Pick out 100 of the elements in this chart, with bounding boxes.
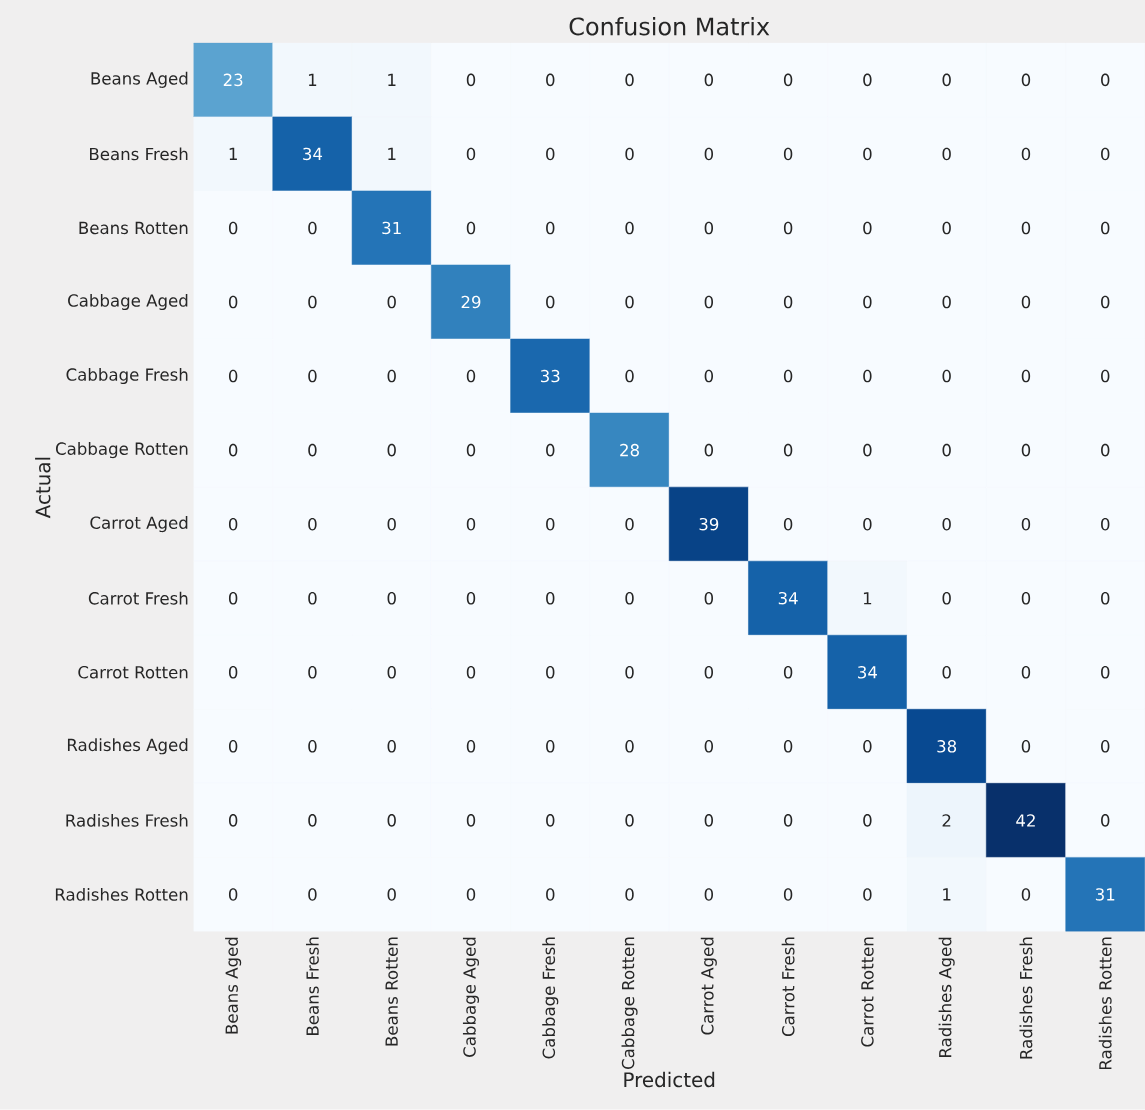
data-label: 0 [308, 518, 317, 531]
x-tick-label: Cabbage Rotten [621, 937, 638, 1070]
data-label: 0 [1021, 147, 1031, 161]
data-label: 1 [863, 592, 872, 605]
data-label: 0 [942, 221, 951, 235]
data-label: 0 [466, 369, 476, 383]
y-tick-label: Radishes Rotten [55, 888, 188, 901]
data-label: 0 [546, 518, 555, 531]
data-label: 0 [783, 518, 793, 531]
y-tick-label: Beans Rotten [79, 221, 188, 235]
data-label: 0 [228, 369, 238, 383]
x-tick-label: Beans Rotten [385, 937, 398, 1046]
y-tick-label: Carrot Aged [90, 516, 188, 533]
data-label: 0 [546, 740, 555, 753]
data-label: 0 [546, 73, 555, 87]
data-label: 0 [546, 814, 555, 827]
data-label: 33 [540, 369, 560, 383]
data-label: 0 [308, 740, 317, 753]
x-axis-title: Predicted [624, 1071, 715, 1088]
data-label: 0 [228, 740, 238, 753]
data-label: 0 [625, 740, 634, 753]
data-label: 0 [1021, 369, 1031, 383]
x-tick-label: Carrot Fresh [781, 937, 795, 1037]
data-label: 0 [387, 666, 396, 679]
data-label: 0 [863, 740, 872, 753]
data-label: 0 [546, 443, 555, 457]
data-label: 0 [228, 592, 238, 605]
data-label: 28 [620, 443, 639, 457]
data-label: 0 [704, 814, 713, 827]
data-label: 0 [625, 592, 634, 605]
data-label: 0 [783, 443, 793, 457]
data-label: 0 [1021, 666, 1031, 679]
data-label: 0 [466, 592, 476, 605]
data-label: 42 [1016, 814, 1035, 827]
data-label: 0 [863, 814, 872, 827]
data-label: 0 [546, 592, 555, 605]
y-tick-label: Radishes Fresh [66, 814, 188, 827]
data-label: 0 [863, 888, 872, 901]
data-label: 0 [387, 814, 396, 827]
data-label: 0 [942, 443, 951, 457]
data-label: 0 [942, 369, 951, 383]
data-label: 0 [942, 147, 951, 161]
data-label: 39 [699, 518, 719, 531]
data-label: 0 [863, 295, 872, 309]
data-label: 0 [466, 147, 476, 161]
data-label: 0 [228, 221, 238, 235]
data-label: 0 [1021, 592, 1031, 605]
data-label: 0 [704, 592, 713, 605]
data-label: 0 [1101, 814, 1110, 827]
data-label: 0 [308, 888, 317, 901]
y-tick-label: Radishes Aged [67, 738, 188, 755]
data-label: 0 [546, 221, 555, 235]
data-label: 0 [863, 369, 872, 383]
data-label: 0 [1101, 147, 1110, 161]
data-label: 0 [387, 295, 396, 309]
y-tick-label: Cabbage Fresh [66, 368, 188, 385]
data-label: 0 [704, 740, 713, 753]
data-label: 0 [783, 295, 793, 309]
data-label: 0 [863, 518, 872, 531]
data-label: 0 [466, 666, 476, 679]
data-label: 0 [1021, 740, 1031, 753]
data-label: 0 [466, 518, 476, 531]
x-tick-label: Radishes Fresh [1019, 937, 1033, 1059]
data-label: 34 [858, 666, 878, 679]
y-tick-label: Carrot Rotten [78, 666, 188, 679]
data-label: 0 [308, 666, 317, 679]
data-label: 0 [1101, 369, 1110, 383]
data-label: 0 [704, 295, 713, 309]
data-label: 23 [223, 73, 243, 87]
data-label: 2 [942, 814, 951, 827]
data-label: 0 [625, 888, 634, 901]
data-label: 0 [228, 666, 238, 679]
y-axis-title: Actual [35, 457, 51, 519]
x-tick-label: Carrot Aged [700, 937, 717, 1035]
y-tick-label: Beans Aged [91, 71, 188, 89]
data-label: 0 [466, 443, 476, 457]
data-label: 0 [863, 221, 872, 235]
data-label: 0 [704, 147, 713, 161]
data-label: 0 [625, 73, 634, 87]
data-label: 0 [625, 518, 634, 531]
data-label: 29 [461, 295, 481, 309]
data-label: 0 [387, 369, 396, 383]
data-label: 0 [704, 369, 713, 383]
data-label: 31 [1095, 888, 1115, 901]
data-label: 0 [546, 666, 555, 679]
data-label: 0 [466, 740, 476, 753]
data-label: 0 [308, 295, 317, 309]
data-label: 0 [387, 592, 396, 605]
data-label: 0 [1021, 221, 1031, 235]
data-label: 0 [783, 666, 793, 679]
y-tick-label: Beans Fresh [90, 147, 188, 161]
data-label: 0 [704, 888, 713, 901]
data-label: 0 [466, 814, 476, 827]
data-label: 0 [704, 666, 713, 679]
data-label: 31 [382, 221, 401, 235]
data-label: 0 [783, 221, 793, 235]
data-label: 0 [625, 221, 634, 235]
data-label: 0 [704, 221, 713, 235]
data-label: 0 [308, 443, 317, 457]
data-label: 0 [704, 443, 713, 457]
